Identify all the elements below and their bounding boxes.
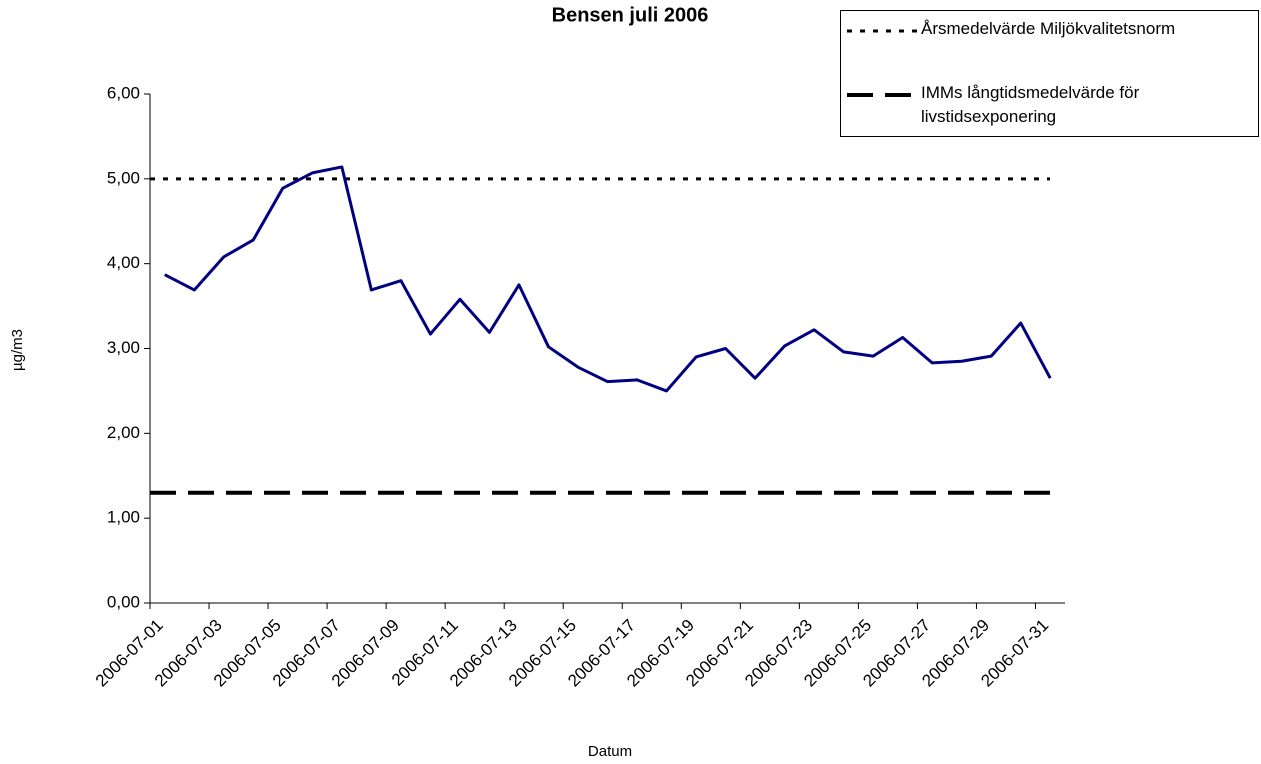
y-tick-label: 4,00 [107,253,140,272]
y-tick-label: 3,00 [107,338,140,357]
legend-label: Årsmedelvärde Miljökvalitetsnorm [921,19,1176,38]
legend-label: IMMs långtidsmedelvärde för livstidsexpo… [921,83,1140,126]
x-axis-label: Datum [588,743,632,760]
y-tick-label: 5,00 [107,168,140,187]
legend-entry: IMMs långtidsmedelvärde för livstidsexpo… [841,81,1258,129]
y-axis-label: µg/m3 [9,329,26,371]
y-tick-label: 0,00 [107,592,140,611]
y-tick-label: 6,00 [107,83,140,102]
legend-swatch [847,29,919,33]
legend-swatch [847,93,919,97]
y-tick-label: 1,00 [107,508,140,527]
data-line [164,165,1052,393]
legend: Årsmedelvärde Miljökvalitetsnorm IMMs lån… [840,10,1259,137]
y-tick-label: 2,00 [107,423,140,442]
legend-entry: Årsmedelvärde Miljökvalitetsnorm [841,17,1258,43]
chart-title: Bensen juli 2006 [552,4,709,26]
